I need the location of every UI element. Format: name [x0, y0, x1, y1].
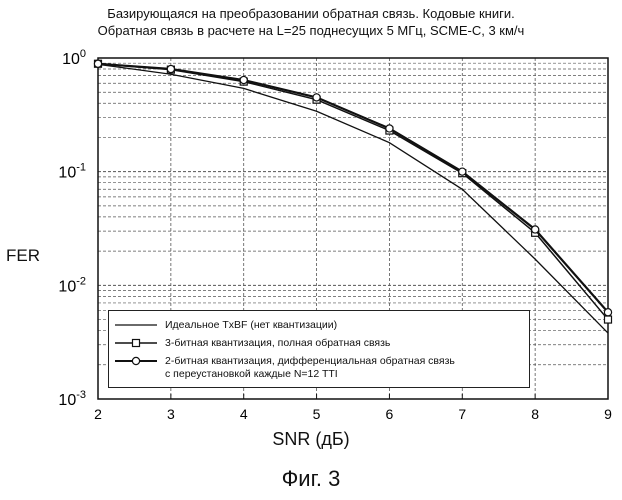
legend-label-ideal: Идеальное TxBF (нет квантизации) [165, 319, 338, 331]
series-layer [93, 59, 613, 334]
y-axis-label: FER [6, 246, 40, 265]
data-point-circle [530, 225, 540, 234]
series-line-0 [97, 63, 609, 334]
plot-frame [97, 57, 609, 400]
data-point-circle [312, 93, 321, 102]
data-point-circle [93, 59, 103, 68]
series-line-2 [97, 62, 609, 313]
legend-item-3bit: 3-битная квантизация, полная обратная св… [115, 337, 390, 350]
y-tick-label: 10-2 [58, 275, 86, 295]
legend-item-2bit: 2-битная квантизация, дифференциальная о… [115, 355, 455, 381]
x-tick-label: 5 [313, 406, 321, 422]
x-tick-label: 3 [167, 406, 175, 422]
x-axis-label: SNR (дБ) [272, 429, 350, 449]
y-tick-label: 10-1 [58, 162, 86, 182]
tick-labels: 2 3 4 5 6 7 8 9 100 10-1 10-2 10-3 [58, 48, 612, 422]
data-point-circle [385, 124, 394, 133]
data-point-circle [603, 308, 613, 317]
legend-swatch-ideal [115, 324, 157, 326]
data-point-circle [166, 64, 176, 74]
data-point-circle [458, 167, 467, 176]
legend-item-ideal: Идеальное TxBF (нет квантизации) [115, 319, 337, 332]
x-tick-label: 8 [531, 406, 539, 422]
x-tick-label: 9 [604, 406, 612, 422]
legend-label-3bit: 3-битная квантизация, полная обратная св… [165, 337, 391, 349]
x-tick-label: 7 [458, 406, 466, 422]
series-line-1 [97, 63, 609, 321]
data-point-circle [239, 75, 248, 85]
x-tick-label: 4 [240, 406, 248, 422]
x-tick-label: 2 [94, 406, 102, 422]
x-tick-label: 6 [386, 406, 394, 422]
y-tick-label: 100 [62, 48, 86, 68]
legend-label-2bit-line-1: 2-битная квантизация, дифференциальная о… [165, 355, 455, 367]
data-point-square [603, 315, 613, 324]
chart-title-line-1: Базирующаяся на преобразовании обратная … [107, 6, 515, 21]
y-tick-label: 10-3 [58, 389, 86, 409]
figure-caption: Фиг. 3 [281, 466, 341, 491]
chart-title-line-2: Обратная связь в расчете на L=25 поднесу… [97, 23, 525, 38]
legend-swatch-3bit [115, 338, 157, 348]
legend: Идеальное TxBF (нет квантизации) 3-битна… [108, 310, 530, 388]
legend-label-2bit-line-2: с переустановкой каждые N=12 TTI [165, 368, 338, 380]
legend-swatch-2bit [115, 356, 157, 366]
